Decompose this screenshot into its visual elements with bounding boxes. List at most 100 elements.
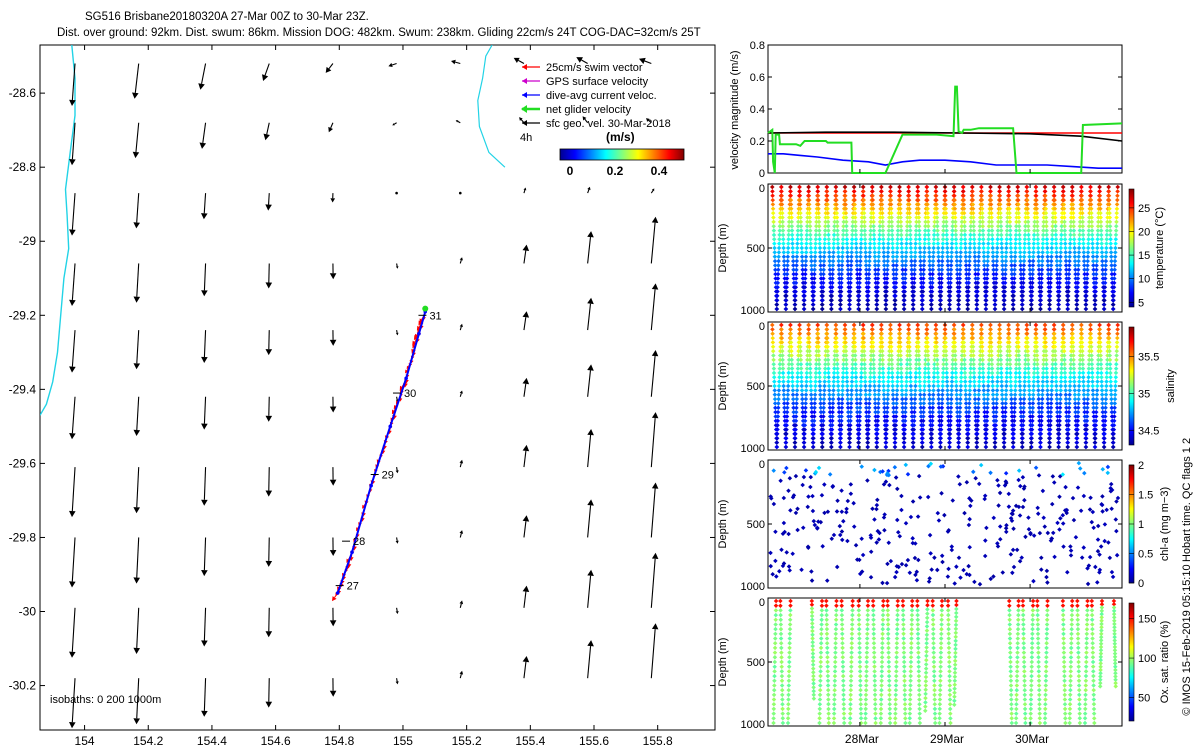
profile-point <box>783 298 789 303</box>
geo-vector-shaft <box>523 189 526 194</box>
geo-vector-shaft <box>396 330 398 334</box>
cbar-tick-label: 35.5 <box>1138 352 1159 364</box>
map-ytick-label: -30.2 <box>9 679 37 693</box>
geo-vector-head <box>451 59 456 65</box>
profile-point <box>800 267 805 273</box>
profile-point <box>830 271 835 277</box>
geo-vector-head <box>587 186 591 191</box>
profile-point <box>826 228 831 233</box>
profile-point <box>820 298 825 303</box>
profile-point <box>809 271 815 277</box>
profile-point <box>841 223 846 229</box>
geo-vector-shaft <box>523 317 527 331</box>
geo-vector-shaft <box>587 189 590 194</box>
profile-point <box>784 289 789 294</box>
profile-point <box>802 289 808 294</box>
profile-point <box>810 306 816 312</box>
profile-point <box>830 267 836 273</box>
colorbar-tick-2: 0.4 <box>651 164 668 178</box>
profile-point <box>801 306 807 312</box>
colorbar-title: (m/s) <box>606 130 635 144</box>
depth-tick-label: 0 <box>759 183 765 195</box>
geo-vector-head <box>69 159 76 166</box>
salinity-ylabel: Depth (m) <box>717 362 729 411</box>
geo-vector-shaft <box>264 63 270 76</box>
map-xtick-label: 154.6 <box>261 734 291 748</box>
cbar-tick-label: 15 <box>1138 250 1150 262</box>
velocity-panel: 00.20.40.60.8 velocity magnitude (m/s) <box>729 40 1123 180</box>
profile-point <box>818 267 824 273</box>
geo-vector-head <box>133 429 141 436</box>
profile-point <box>800 258 805 264</box>
geo-vector-shaft <box>268 193 270 205</box>
geo-vector-head <box>395 332 399 336</box>
depth-tick-label: 500 <box>747 243 765 255</box>
profile-point <box>812 263 818 268</box>
geo-vector-head <box>265 490 273 497</box>
geo-vector-head <box>69 299 76 306</box>
profile-point <box>793 276 799 281</box>
swim-vector-head <box>405 369 409 374</box>
geo-vector-head <box>587 429 594 436</box>
geo-vector-shaft <box>136 537 140 578</box>
profile-point <box>826 223 831 229</box>
geo-vector-head <box>69 433 76 440</box>
geo-vector-head <box>651 350 659 357</box>
profile-point <box>813 241 818 246</box>
isobaths-label: isobaths: 0 200 1000m <box>50 694 161 706</box>
profile-point <box>795 232 800 238</box>
profile-point <box>811 298 816 303</box>
profile-point <box>789 223 795 229</box>
geo-vector-head <box>265 701 273 708</box>
swim-vector-head <box>332 596 337 602</box>
profile-point <box>836 254 841 259</box>
geo-vector-head <box>522 444 530 452</box>
profile-point <box>835 228 840 233</box>
cbar-tick-label: 35 <box>1138 388 1150 400</box>
profile-point <box>803 267 808 273</box>
profile-point <box>774 298 780 303</box>
profile-point <box>830 276 835 281</box>
profile-point <box>784 280 790 286</box>
vel-tick-label: 0.8 <box>750 40 765 52</box>
profile-point <box>784 276 790 281</box>
profile-point <box>825 215 831 220</box>
geo-vector-shaft <box>650 558 656 608</box>
coastline <box>40 45 76 416</box>
geo-vector-head <box>651 283 659 290</box>
profile-point <box>832 228 837 233</box>
geo-vector-head <box>459 600 464 605</box>
geo-vector-head <box>201 356 208 363</box>
profile-point <box>804 237 809 242</box>
geo-vector-shaft <box>459 259 462 264</box>
geo-vector-head <box>522 377 530 385</box>
geo-vector-shaft <box>203 263 207 291</box>
geo-vector-shaft <box>203 537 207 571</box>
profile-point <box>774 306 780 312</box>
profile-point <box>775 280 781 286</box>
profile-point <box>775 293 780 299</box>
geo-vector-head <box>651 552 659 559</box>
geo-vector-head <box>522 244 530 251</box>
profile-point <box>807 228 813 233</box>
profile-point <box>815 197 821 203</box>
salinity-cbar-label: salinity <box>1165 369 1177 403</box>
geo-vector-head <box>330 198 336 203</box>
legend-dac-label: dive-avg current veloc. <box>546 90 657 102</box>
geo-vector-head <box>395 266 399 269</box>
legend-gps-head <box>522 78 527 84</box>
profile-point <box>808 254 814 259</box>
cbar-tick-label: 5 <box>1138 297 1144 309</box>
geo-vector-shaft <box>71 122 76 160</box>
geo-vector-head <box>201 213 208 220</box>
profile-point <box>793 289 798 294</box>
profile-point <box>776 254 781 260</box>
geo-vector-shaft <box>71 330 76 367</box>
swim-vector-head <box>362 504 366 509</box>
profile-point <box>816 215 822 220</box>
geo-vector-shaft <box>71 396 76 434</box>
legend-geo-head <box>522 120 527 126</box>
map-xtick-label: 155.2 <box>452 734 482 748</box>
profile-point <box>830 280 835 286</box>
